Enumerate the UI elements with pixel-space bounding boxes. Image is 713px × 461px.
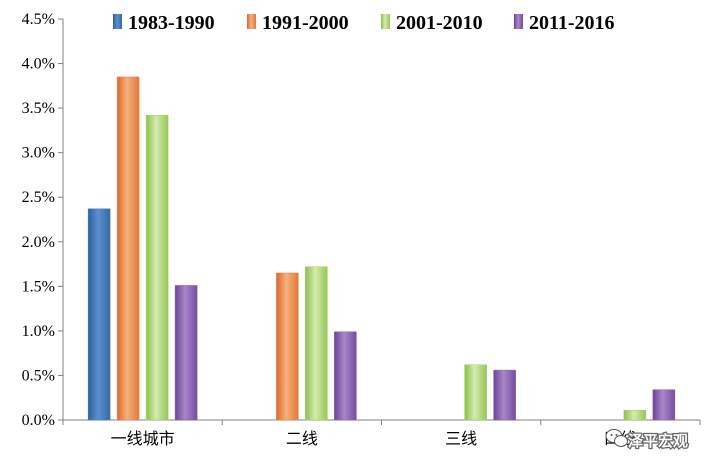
x-axis-ticks [62, 420, 701, 425]
legend-label: 2011-2016 [529, 12, 615, 34]
x-tick-label: 三线 [445, 429, 477, 448]
wechat-icon [605, 429, 628, 447]
bar-2001-2010-一线城市 [145, 114, 169, 421]
bar-1991-2000-一线城市 [116, 76, 140, 421]
legend: 1983-1990 1991-2000 2001-2010 2011-2016 [113, 12, 615, 34]
y-tick-label: 1.0% [22, 323, 55, 340]
y-tick-label: 2.0% [22, 234, 55, 251]
bar-2001-2010-三线 [464, 364, 487, 421]
legend-swatch [113, 14, 122, 29]
legend-swatch [381, 14, 390, 29]
y-tick-label: 0.5% [22, 367, 55, 384]
x-axis-labels: 一线城市二线三线四线 [111, 429, 637, 448]
legend-label: 1991-2000 [262, 12, 349, 34]
legend-label: 2001-2010 [396, 12, 483, 34]
bar-2011-2016-一线城市 [174, 285, 198, 421]
bar-1991-2000-二线 [276, 272, 299, 421]
watermark: 泽平宏观 [605, 429, 689, 451]
y-tick-label: 2.5% [22, 189, 55, 206]
bar-2011-2016-二线 [334, 331, 357, 421]
watermark-text: 泽平宏观 [628, 432, 688, 450]
legend-swatch [514, 14, 523, 29]
y-axis-ticks: 0.0% 0.5% 1.0% 1.5% 2.0% 2.5% 3.0% 3.5% 4.0% 4.5% [22, 11, 63, 429]
legend-label: 1983-1990 [128, 12, 215, 34]
bar-2001-2010-二线 [305, 266, 328, 421]
y-tick-label: 4.5% [22, 11, 55, 28]
x-axis: 一线城市二线三线四线 [62, 419, 701, 448]
bar-2011-2016-四线 [652, 389, 676, 421]
legend-swatch [247, 14, 256, 29]
y-tick-label: 3.0% [22, 145, 55, 162]
bar-2001-2010-四线 [623, 409, 647, 421]
y-tick-label: 0.0% [22, 412, 55, 429]
y-axis: 0.0% 0.5% 1.0% 1.5% 2.0% 2.5% 3.0% 3.5% 4.0% 4.5% [22, 11, 64, 429]
y-tick-label: 1.5% [22, 278, 55, 295]
bars-group [87, 76, 676, 421]
x-tick-label: 一线城市 [111, 429, 175, 448]
bar-1983-1990-一线城市 [87, 208, 111, 421]
y-tick-label: 4.0% [22, 56, 55, 73]
y-tick-label: 3.5% [22, 100, 55, 117]
x-tick-label: 二线 [286, 429, 318, 448]
bar-2011-2016-三线 [493, 369, 516, 421]
